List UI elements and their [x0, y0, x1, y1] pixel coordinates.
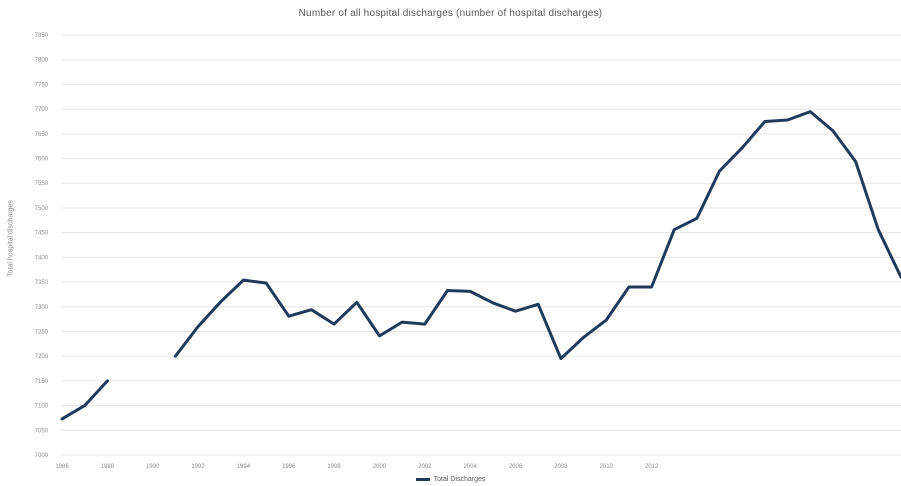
y-tick-label: 7600 [35, 157, 49, 163]
x-tick-label: 1994 [237, 464, 251, 470]
x-tick-label: 2002 [418, 464, 432, 470]
y-tick-label: 7700 [35, 107, 49, 113]
grid-lines [62, 34, 901, 456]
y-tick-label: 7250 [35, 329, 49, 335]
y-tick-label: 7100 [35, 404, 49, 410]
chart-title: Number of all hospital discharges (numbe… [298, 8, 603, 19]
y-tick-label: 7500 [35, 206, 49, 212]
y-tick-label: 7350 [35, 280, 49, 286]
y-tick-labels: 7000 7050 7100 7150 7200 7250 7300 7350 7400 7450… [35, 33, 49, 459]
y-tick-label: 7800 [35, 58, 49, 64]
x-tick-label: 1998 [327, 464, 341, 470]
y-tick-label: 7550 [35, 181, 49, 187]
x-tick-label: 2000 [373, 464, 387, 470]
series-line [60, 379, 109, 421]
y-tick-label: 7650 [35, 132, 49, 138]
x-tick-label: 1986 [55, 464, 69, 470]
y-tick-label: 7300 [35, 305, 49, 311]
legend-label: Total Discharges [433, 476, 486, 483]
legend-swatch [415, 477, 430, 481]
legend: Total Discharges [0, 476, 901, 483]
x-tick-label: 2006 [509, 464, 523, 470]
x-tick-label: 2008 [554, 464, 568, 470]
x-tick-label: 1992 [191, 464, 205, 470]
series-lines [60, 110, 901, 421]
series-line [173, 110, 901, 361]
x-tick-labels: 1986 1988 1990 1992 1994 1996 1998 2000 2002 2004… [55, 464, 659, 470]
x-tick-label: 2004 [463, 464, 477, 470]
y-tick-label: 7450 [35, 231, 49, 237]
x-tick-label: 2012 [645, 464, 659, 470]
y-tick-label: 7750 [35, 82, 49, 88]
x-tick-label: 1988 [101, 464, 115, 470]
y-tick-label: 7850 [35, 33, 49, 39]
y-tick-label: 7400 [35, 255, 49, 261]
x-tick-label: 1990 [146, 464, 160, 470]
y-tick-label: 7000 [35, 453, 49, 459]
y-tick-label: 7200 [35, 354, 49, 360]
x-tick-label: 2010 [600, 464, 614, 470]
y-tick-label: 7150 [35, 379, 49, 385]
y-tick-label: 7050 [35, 428, 49, 434]
x-tick-label: 1996 [282, 464, 296, 470]
